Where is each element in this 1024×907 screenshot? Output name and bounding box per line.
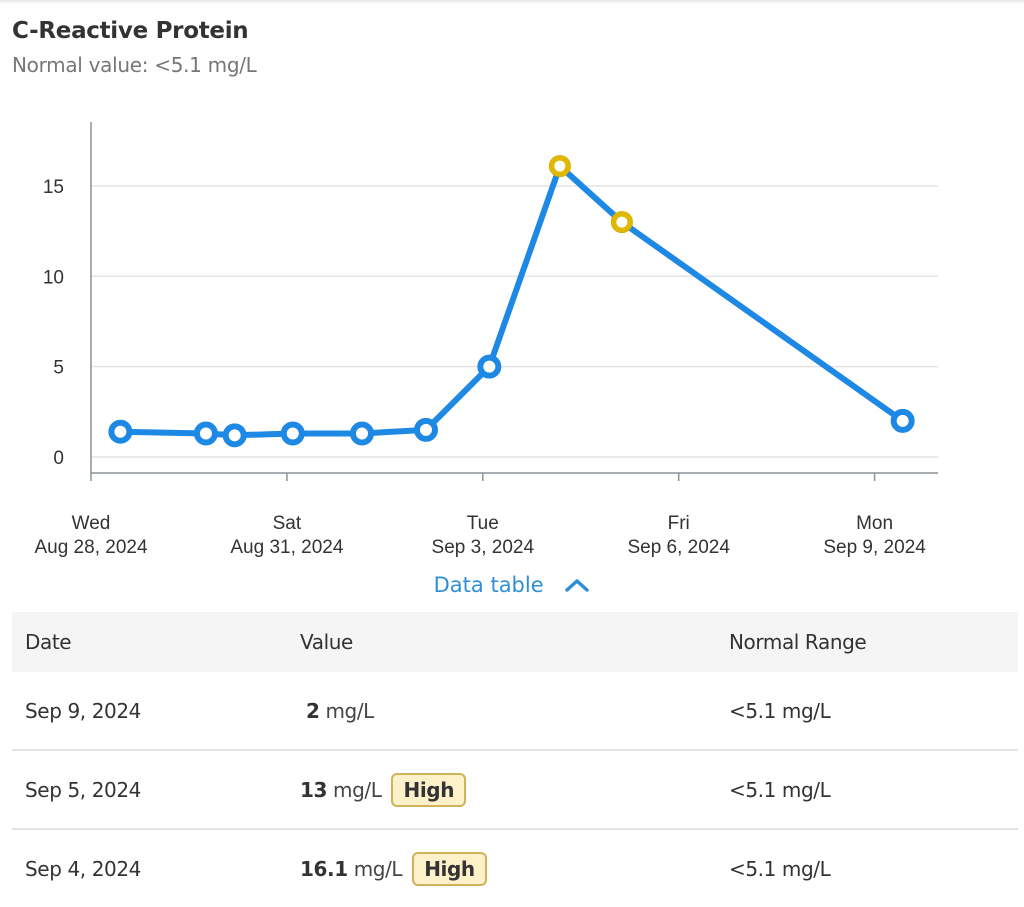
page-title: C-Reactive Protein (12, 18, 249, 44)
value-unit: mg/L (333, 777, 382, 802)
header-date: Date (12, 612, 287, 672)
row-value: 2 mg/L (287, 672, 716, 751)
data-point-high (611, 211, 633, 233)
row-date: Sep 4, 2024 (25, 856, 141, 881)
normal-value-subtitle: Normal value: <5.1 mg/L (12, 53, 257, 77)
high-badge: High (391, 772, 467, 807)
value-unit: mg/L (353, 856, 403, 881)
header-normal-range: Normal Range (716, 612, 1018, 672)
row-date: Sep 5, 2024 (12, 750, 287, 830)
y-tick-label: 15 (43, 177, 64, 198)
value-number: 2 (305, 698, 320, 723)
data-point (890, 408, 915, 433)
x-tick-label-day: Fri (668, 513, 690, 534)
row-value: 16.1 mg/L High (287, 829, 716, 907)
x-tick-label-date: Sep 3, 2024 (432, 537, 535, 558)
chevron-up-icon (565, 579, 590, 592)
data-point (477, 354, 502, 379)
data-point (222, 423, 247, 448)
row-value: 13 mg/L High (287, 750, 716, 830)
table-header-row: Date Value Normal Range (12, 612, 1018, 672)
data-point (349, 421, 374, 446)
data-point (193, 421, 218, 446)
table-row: Sep 5, 2024 13 mg/L High <5.1 mg/L (12, 750, 1018, 830)
top-shadow (0, 0, 1024, 4)
data-table-toggle-label: Data table (433, 573, 544, 597)
x-tick-label-day: Mon (856, 513, 893, 534)
x-tick-labels: Wed Aug 28, 2024 Sat Aug 31, 2024 Tue Sep 3, … (34, 513, 926, 558)
y-tick-label: 0 (53, 448, 64, 469)
header-value: Value (287, 612, 716, 672)
x-tick-label-day: Wed (72, 513, 111, 534)
table-row: Sep 9, 2024 2 mg/L <5.1 mg/L (12, 672, 1018, 751)
crp-line-chart: 0 5 10 15 Wed Aug 28, 2024 Sat Aug 31, 2024 Tue… (34, 122, 938, 558)
row-normal-range: <5.1 mg/L (716, 672, 1018, 751)
data-point (413, 417, 438, 442)
axes (90, 122, 938, 481)
y-tick-label: 10 (43, 267, 64, 288)
data-table: Date Value Normal Range Sep 9, 2024 2 mg… (12, 612, 1018, 907)
data-table-toggle[interactable]: Data table (0, 572, 1024, 597)
data-points (108, 155, 915, 448)
data-point (280, 421, 305, 446)
value-unit: mg/L (325, 698, 374, 723)
table-row: Sep 4, 2024 16.1 mg/L High <5.1 mg/L (12, 829, 1018, 907)
x-tick-label-date: Sep 6, 2024 (627, 537, 730, 558)
row-normal-range: <5.1 mg/L (729, 856, 831, 881)
y-tick-label: 5 (53, 358, 64, 379)
series-line (117, 163, 906, 439)
data-point-high (549, 155, 571, 177)
x-tick-label-date: Sep 9, 2024 (823, 537, 926, 558)
value-number: 16.1 (300, 856, 348, 881)
high-badge: High (412, 851, 487, 886)
grid-lines (91, 185, 938, 458)
value-number: 13 (300, 777, 328, 802)
x-tick-label-date: Aug 28, 2024 (34, 537, 147, 558)
x-tick-label-date: Aug 31, 2024 (230, 537, 343, 558)
y-tick-labels: 0 5 10 15 (43, 177, 64, 469)
x-tick-label-day: Tue (467, 513, 499, 534)
x-tick-label-day: Sat (273, 513, 302, 534)
row-normal-range: <5.1 mg/L (716, 750, 1018, 830)
data-point (108, 419, 133, 444)
row-date: Sep 9, 2024 (12, 672, 287, 751)
